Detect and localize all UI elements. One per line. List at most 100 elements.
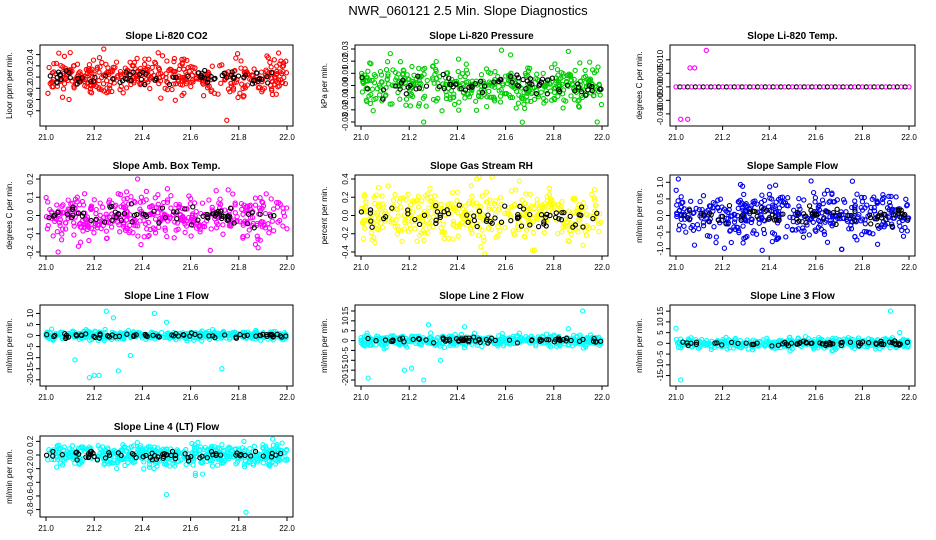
data-point: [110, 76, 116, 82]
data-point: [824, 341, 830, 347]
data-point: [137, 218, 143, 224]
data-point: [746, 209, 753, 215]
data-point: [54, 229, 60, 235]
data-point: [587, 59, 593, 65]
data-point: [676, 207, 683, 213]
data-point: [152, 226, 158, 233]
data-point: [405, 211, 411, 217]
data-point: [495, 224, 501, 230]
data-point: [230, 191, 236, 197]
data-point: [155, 201, 161, 207]
data-point: [736, 199, 742, 205]
data-point: [437, 214, 443, 221]
data-point: [88, 78, 94, 85]
x-tick-label: 21.6: [183, 524, 199, 533]
data-point: [448, 341, 454, 347]
data-point: [243, 509, 249, 515]
data-point: [876, 225, 882, 231]
data-point: [254, 233, 260, 239]
data-point: [873, 343, 879, 349]
data-point: [73, 333, 80, 339]
data-point: [247, 456, 253, 462]
data-point: [218, 207, 225, 214]
data-point: [521, 338, 528, 344]
data-point: [365, 68, 371, 74]
data-point: [247, 202, 253, 208]
data-point: [164, 186, 171, 192]
x-tick-label: 21.2: [86, 263, 102, 272]
data-point: [471, 217, 478, 224]
data-point: [699, 336, 705, 343]
data-point: [131, 452, 137, 458]
data-point: [238, 451, 244, 458]
data-point: [145, 219, 152, 226]
data-point: [181, 332, 187, 338]
data-point: [544, 197, 551, 204]
data-point: [149, 64, 155, 71]
data-point: [43, 452, 50, 458]
data-point: [375, 203, 381, 209]
data-point: [895, 207, 901, 213]
data-point: [169, 86, 175, 93]
data-point: [878, 209, 884, 216]
figure-title: NWR_060121 2.5 Min. Slope Diagnostics: [348, 3, 588, 18]
data-point: [359, 89, 366, 95]
data-point: [185, 458, 192, 464]
data-point: [125, 201, 132, 207]
x-tick-label: 21.0: [668, 393, 684, 402]
data-point: [568, 77, 574, 83]
y-tick-label: 5: [341, 328, 350, 333]
data-point: [492, 84, 498, 90]
data-point: [379, 201, 386, 207]
data-point: [234, 51, 241, 57]
data-point: [594, 210, 600, 216]
data-point: [120, 442, 126, 448]
data-point: [548, 201, 554, 208]
data-point: [61, 81, 68, 87]
data-point: [504, 210, 510, 217]
data-point: [590, 215, 596, 222]
data-point: [162, 214, 169, 221]
data-point: [197, 455, 203, 461]
data-point: [462, 203, 469, 209]
data-point: [259, 455, 266, 462]
data-point: [794, 216, 800, 222]
data-point: [251, 453, 257, 459]
data-point: [523, 191, 529, 197]
data-point: [192, 442, 198, 448]
data-point: [891, 215, 897, 221]
data-point: [485, 225, 492, 231]
data-point: [464, 212, 470, 218]
data-point: [278, 58, 284, 64]
data-point: [518, 223, 525, 229]
y-axis-label: ml/min per min.: [320, 318, 329, 373]
data-point: [481, 237, 487, 244]
data-point: [76, 457, 82, 463]
data-point: [360, 236, 367, 242]
data-point: [416, 232, 423, 239]
data-point: [146, 232, 152, 239]
data-point: [47, 206, 53, 213]
data-point: [461, 344, 468, 351]
data-point: [397, 342, 403, 348]
data-point: [196, 223, 202, 229]
data-point: [568, 231, 575, 238]
data-point: [143, 452, 149, 459]
data-point: [107, 459, 113, 465]
data-point: [212, 216, 218, 222]
data-point: [66, 69, 72, 76]
data-point: [696, 206, 702, 213]
x-tick-label: 22.0: [901, 133, 917, 142]
data-point: [201, 221, 207, 227]
data-point: [94, 66, 100, 72]
y-axis-label: degrees C per min.: [635, 51, 644, 119]
data-point: [464, 91, 471, 97]
data-point: [750, 208, 756, 214]
data-point: [559, 209, 565, 216]
data-point: [509, 79, 515, 85]
data-point: [789, 227, 796, 233]
data-point: [695, 345, 702, 351]
data-point: [703, 337, 710, 344]
data-point: [553, 210, 559, 216]
data-point: [218, 208, 224, 214]
